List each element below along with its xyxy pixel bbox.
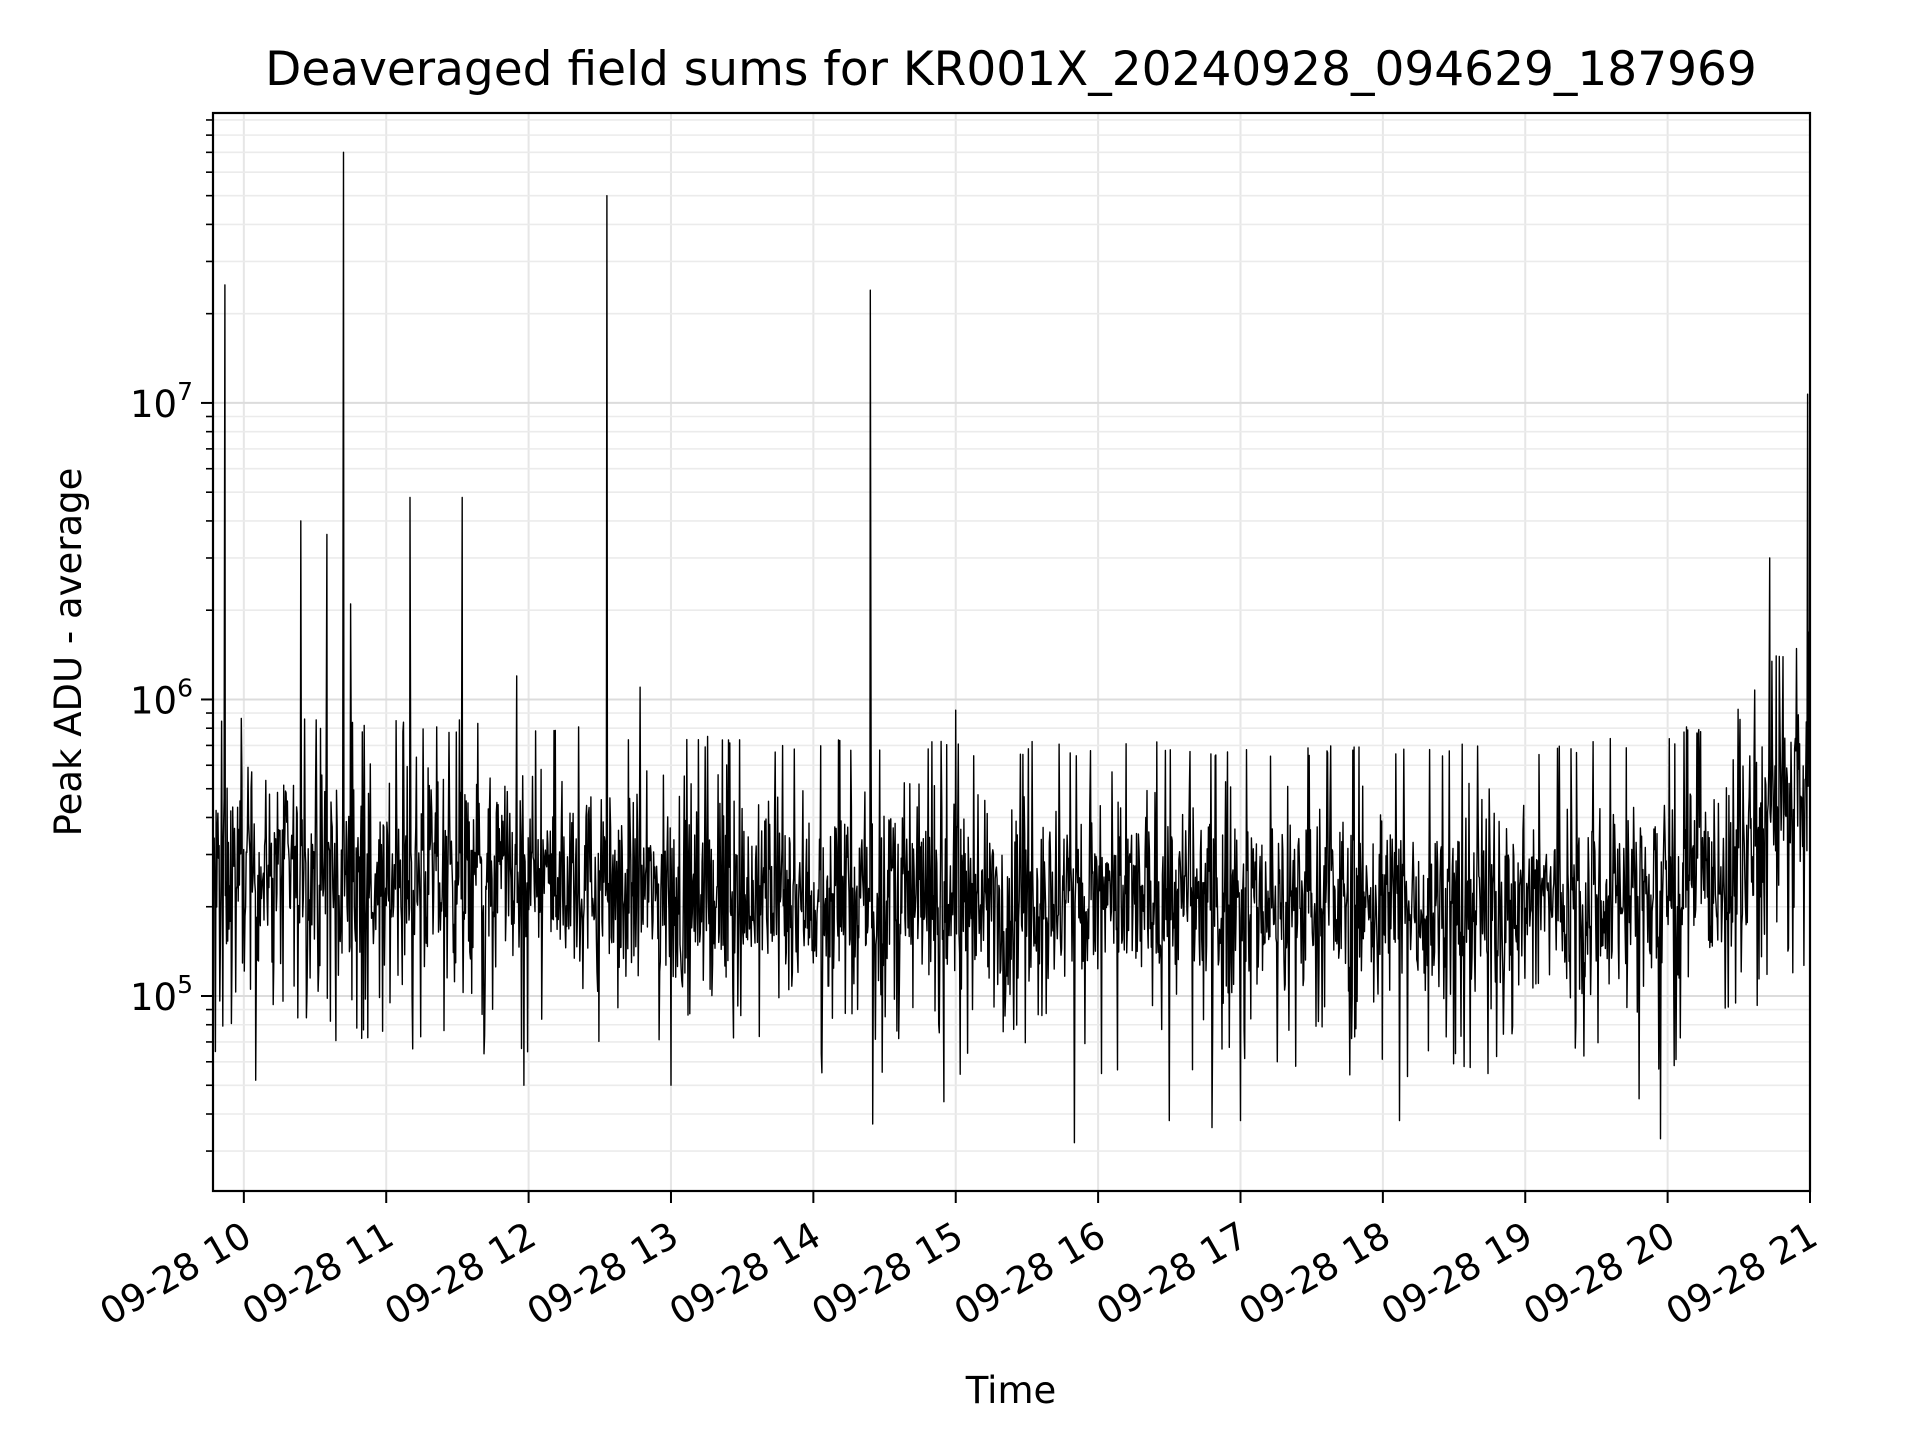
y-axis-label: Peak ADU - average bbox=[47, 468, 90, 837]
y-tick-label: 105 bbox=[130, 970, 193, 1019]
series-line-group bbox=[212, 151, 1811, 1144]
y-tick-label: 107 bbox=[130, 377, 193, 426]
chart-title: Deaveraged field sums for KR001X_2024092… bbox=[265, 42, 1757, 97]
y-tick-label: 106 bbox=[130, 673, 193, 722]
plot-background bbox=[213, 113, 1810, 1191]
x-axis-label: Time bbox=[965, 1369, 1057, 1412]
plot-frame bbox=[211, 111, 1812, 1193]
series-line bbox=[212, 151, 1811, 1144]
y-axis-ticks: 105 106 107 bbox=[130, 119, 213, 1152]
